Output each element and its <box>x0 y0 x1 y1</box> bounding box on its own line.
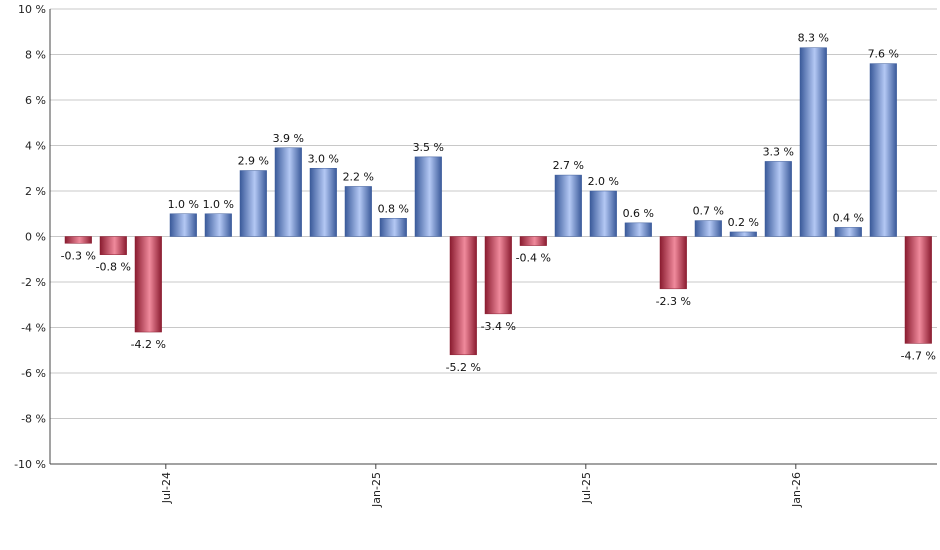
bar-Oct-25 <box>624 222 652 237</box>
data-label-Jan-26: 0.2 % <box>728 216 759 229</box>
bar-Sep-24 <box>169 213 197 237</box>
bar-Aug-24 <box>134 236 162 333</box>
bar-Jan-26 <box>729 231 757 237</box>
data-label-Jul-24: -0.8 % <box>96 261 131 274</box>
bar-Apr-25 <box>414 156 442 237</box>
y-tick-label: 0 % <box>25 231 46 244</box>
bar-Feb-26 <box>764 161 792 237</box>
data-label-Nov-25: -2.3 % <box>656 295 691 308</box>
data-label-Oct-25: 0.6 % <box>623 207 654 220</box>
data-label-Jun-25: -3.4 % <box>481 320 516 333</box>
bar-May-25 <box>449 236 477 356</box>
bar-Nov-24 <box>239 170 267 237</box>
data-label-Jun-24: -0.3 % <box>61 249 96 262</box>
data-label-Oct-24: 1.0 % <box>203 198 234 211</box>
y-tick-label: 8 % <box>25 49 46 62</box>
x-axis-tick-labels: Jul-24 Jan-25 Jul-25 Jan-26 <box>160 464 803 508</box>
data-label-Aug-24: -4.2 % <box>131 338 166 351</box>
data-label-Apr-26: 0.4 % <box>833 211 864 224</box>
data-label-May-25: -5.2 % <box>446 361 481 374</box>
x-tick-label: Jul-24 <box>160 472 173 504</box>
bars <box>64 47 932 356</box>
bar-Sep-25 <box>589 190 617 237</box>
bar-Jun-26 <box>904 236 932 344</box>
y-tick-label: 2 % <box>25 185 46 198</box>
bar-May-26 <box>869 63 897 237</box>
y-axis-tick-labels: 10 % 8 % 6 % 4 % 2 % 0 % -2 % -4 % -6 % -8 % -10 % <box>14 3 46 471</box>
y-tick-label: -2 % <box>21 276 46 289</box>
bar-Dec-24 <box>274 147 302 237</box>
bar-Nov-25 <box>659 236 687 290</box>
bar-Feb-25 <box>344 186 372 237</box>
x-tick-label: Jan-25 <box>370 472 383 508</box>
data-label-Jan-25: 3.0 % <box>308 152 339 165</box>
bar-Apr-26 <box>834 227 862 237</box>
data-label-Apr-25: 3.5 % <box>413 141 444 154</box>
data-label-Dec-24: 3.9 % <box>273 132 304 145</box>
bar-Dec-25 <box>694 220 722 237</box>
y-tick-label: -8 % <box>21 413 46 426</box>
data-label-Dec-25: 0.7 % <box>693 205 724 218</box>
bar-Aug-25 <box>554 174 582 237</box>
data-label-Jul-25: -0.4 % <box>516 252 551 265</box>
data-label-Feb-26: 3.3 % <box>763 145 794 158</box>
data-label-Mar-25: 0.8 % <box>378 202 409 215</box>
data-label-Feb-25: 2.2 % <box>343 170 374 183</box>
bar-Jan-25 <box>309 168 337 237</box>
y-tick-label: -10 % <box>14 458 46 471</box>
bar-Jul-24 <box>99 236 127 255</box>
data-label-Aug-25: 2.7 % <box>553 159 584 172</box>
data-label-Sep-24: 1.0 % <box>168 198 199 211</box>
bar-Mar-26 <box>799 47 827 237</box>
data-label-Jun-26: -4.7 % <box>901 349 936 362</box>
x-tick-label: Jan-26 <box>790 472 803 508</box>
bar-Jul-25 <box>519 236 547 246</box>
x-tick-label: Jul-25 <box>580 472 593 504</box>
data-label-Nov-24: 2.9 % <box>238 155 269 168</box>
y-tick-label: -6 % <box>21 367 46 380</box>
data-label-May-26: 7.6 % <box>868 48 899 61</box>
axes <box>49 9 937 465</box>
bar-Mar-25 <box>379 218 407 237</box>
y-tick-label: 10 % <box>18 3 46 16</box>
data-labels: -0.3 %-0.8 % -4.2 % 1.0 % 1.0 % 2.9 % 3.9 % 3.… <box>61 32 936 374</box>
data-label-Mar-26: 8.3 % <box>798 32 829 45</box>
y-tick-label: 6 % <box>25 94 46 107</box>
data-label-Sep-25: 2.0 % <box>588 175 619 188</box>
bar-Oct-24 <box>204 213 232 237</box>
bar-Jun-24 <box>64 236 92 244</box>
bar-Jun-25 <box>484 236 512 315</box>
y-tick-label: -4 % <box>21 322 46 335</box>
y-tick-label: 4 % <box>25 140 46 153</box>
